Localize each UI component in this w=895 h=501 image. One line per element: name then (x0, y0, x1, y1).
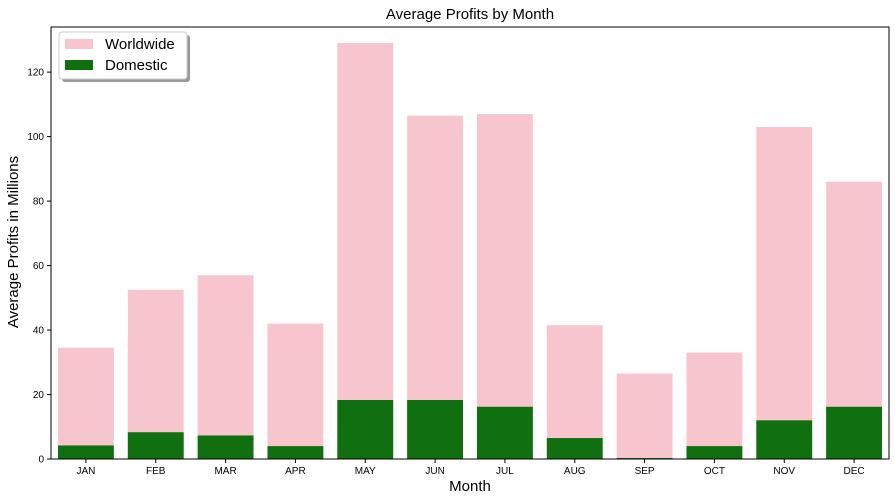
legend-swatch-worldwide (65, 39, 93, 49)
y-axis-ticks: 0 20 40 60 80 100 120 (27, 68, 51, 466)
x-tick-label-oct: OCT (704, 466, 725, 477)
bar-worldwide-feb (127, 289, 184, 459)
y-tick-label: 60 (33, 261, 45, 272)
x-tick-label-apr: APR (285, 466, 306, 477)
x-tick-label-may: MAY (355, 466, 376, 477)
chart-title: Average Profits by Month (386, 6, 554, 23)
bar-worldwide-jan (57, 347, 114, 459)
legend-swatch-domestic (65, 60, 93, 70)
bar-domestic-may (337, 400, 394, 459)
x-tick-label-nov: NOV (773, 466, 795, 477)
bar-domestic-apr (267, 446, 324, 459)
x-tick-label-aug: AUG (564, 466, 586, 477)
y-tick-label: 40 (33, 326, 45, 337)
legend-label-worldwide: Worldwide (105, 36, 175, 53)
y-tick-label: 120 (27, 68, 44, 79)
bar-worldwide-sep (616, 373, 673, 459)
x-tick-label-sep: SEP (635, 466, 655, 477)
y-tick-label: 0 (38, 455, 44, 466)
bars-group (57, 43, 883, 460)
bar-domestic-mar (197, 435, 254, 459)
x-tick-label-mar: MAR (214, 466, 236, 477)
y-tick-label: 80 (33, 197, 45, 208)
x-tick-label-jan: JAN (76, 466, 95, 477)
x-tick-label-dec: DEC (844, 466, 865, 477)
bar-domestic-jul (476, 406, 533, 459)
bar-worldwide-may (337, 43, 394, 459)
bar-worldwide-aug (546, 325, 603, 459)
bar-domestic-jun (407, 400, 464, 459)
x-tick-label-jun: JUN (425, 466, 444, 477)
legend: Worldwide Domestic (58, 31, 190, 82)
bar-domestic-nov (756, 420, 813, 459)
x-axis-ticks: JAN FEB MAR APR MAY JUN JUL AUG SEP OCT NOV DEC (76, 459, 865, 477)
bar-worldwide-oct (686, 352, 743, 459)
bar-domestic-aug (546, 438, 603, 459)
bar-domestic-dec (826, 406, 883, 459)
x-tick-label-jul: JUL (496, 466, 514, 477)
plot-frame (50, 26, 890, 460)
y-tick-label: 100 (27, 132, 44, 143)
bar-domestic-oct (686, 446, 743, 459)
bar-worldwide-mar (197, 275, 254, 459)
bar-worldwide-apr (267, 323, 324, 459)
legend-label-domestic: Domestic (105, 57, 168, 74)
y-tick-label: 20 (33, 390, 45, 401)
bar-domestic-feb (127, 432, 184, 459)
bar-worldwide-nov (756, 126, 813, 459)
bar-domestic-jan (57, 445, 114, 459)
x-axis-label: Month (449, 478, 491, 495)
bar-worldwide-jul (476, 114, 533, 460)
x-tick-label-feb: FEB (146, 466, 166, 477)
y-axis-label: Average Profits in Millions (5, 156, 22, 328)
